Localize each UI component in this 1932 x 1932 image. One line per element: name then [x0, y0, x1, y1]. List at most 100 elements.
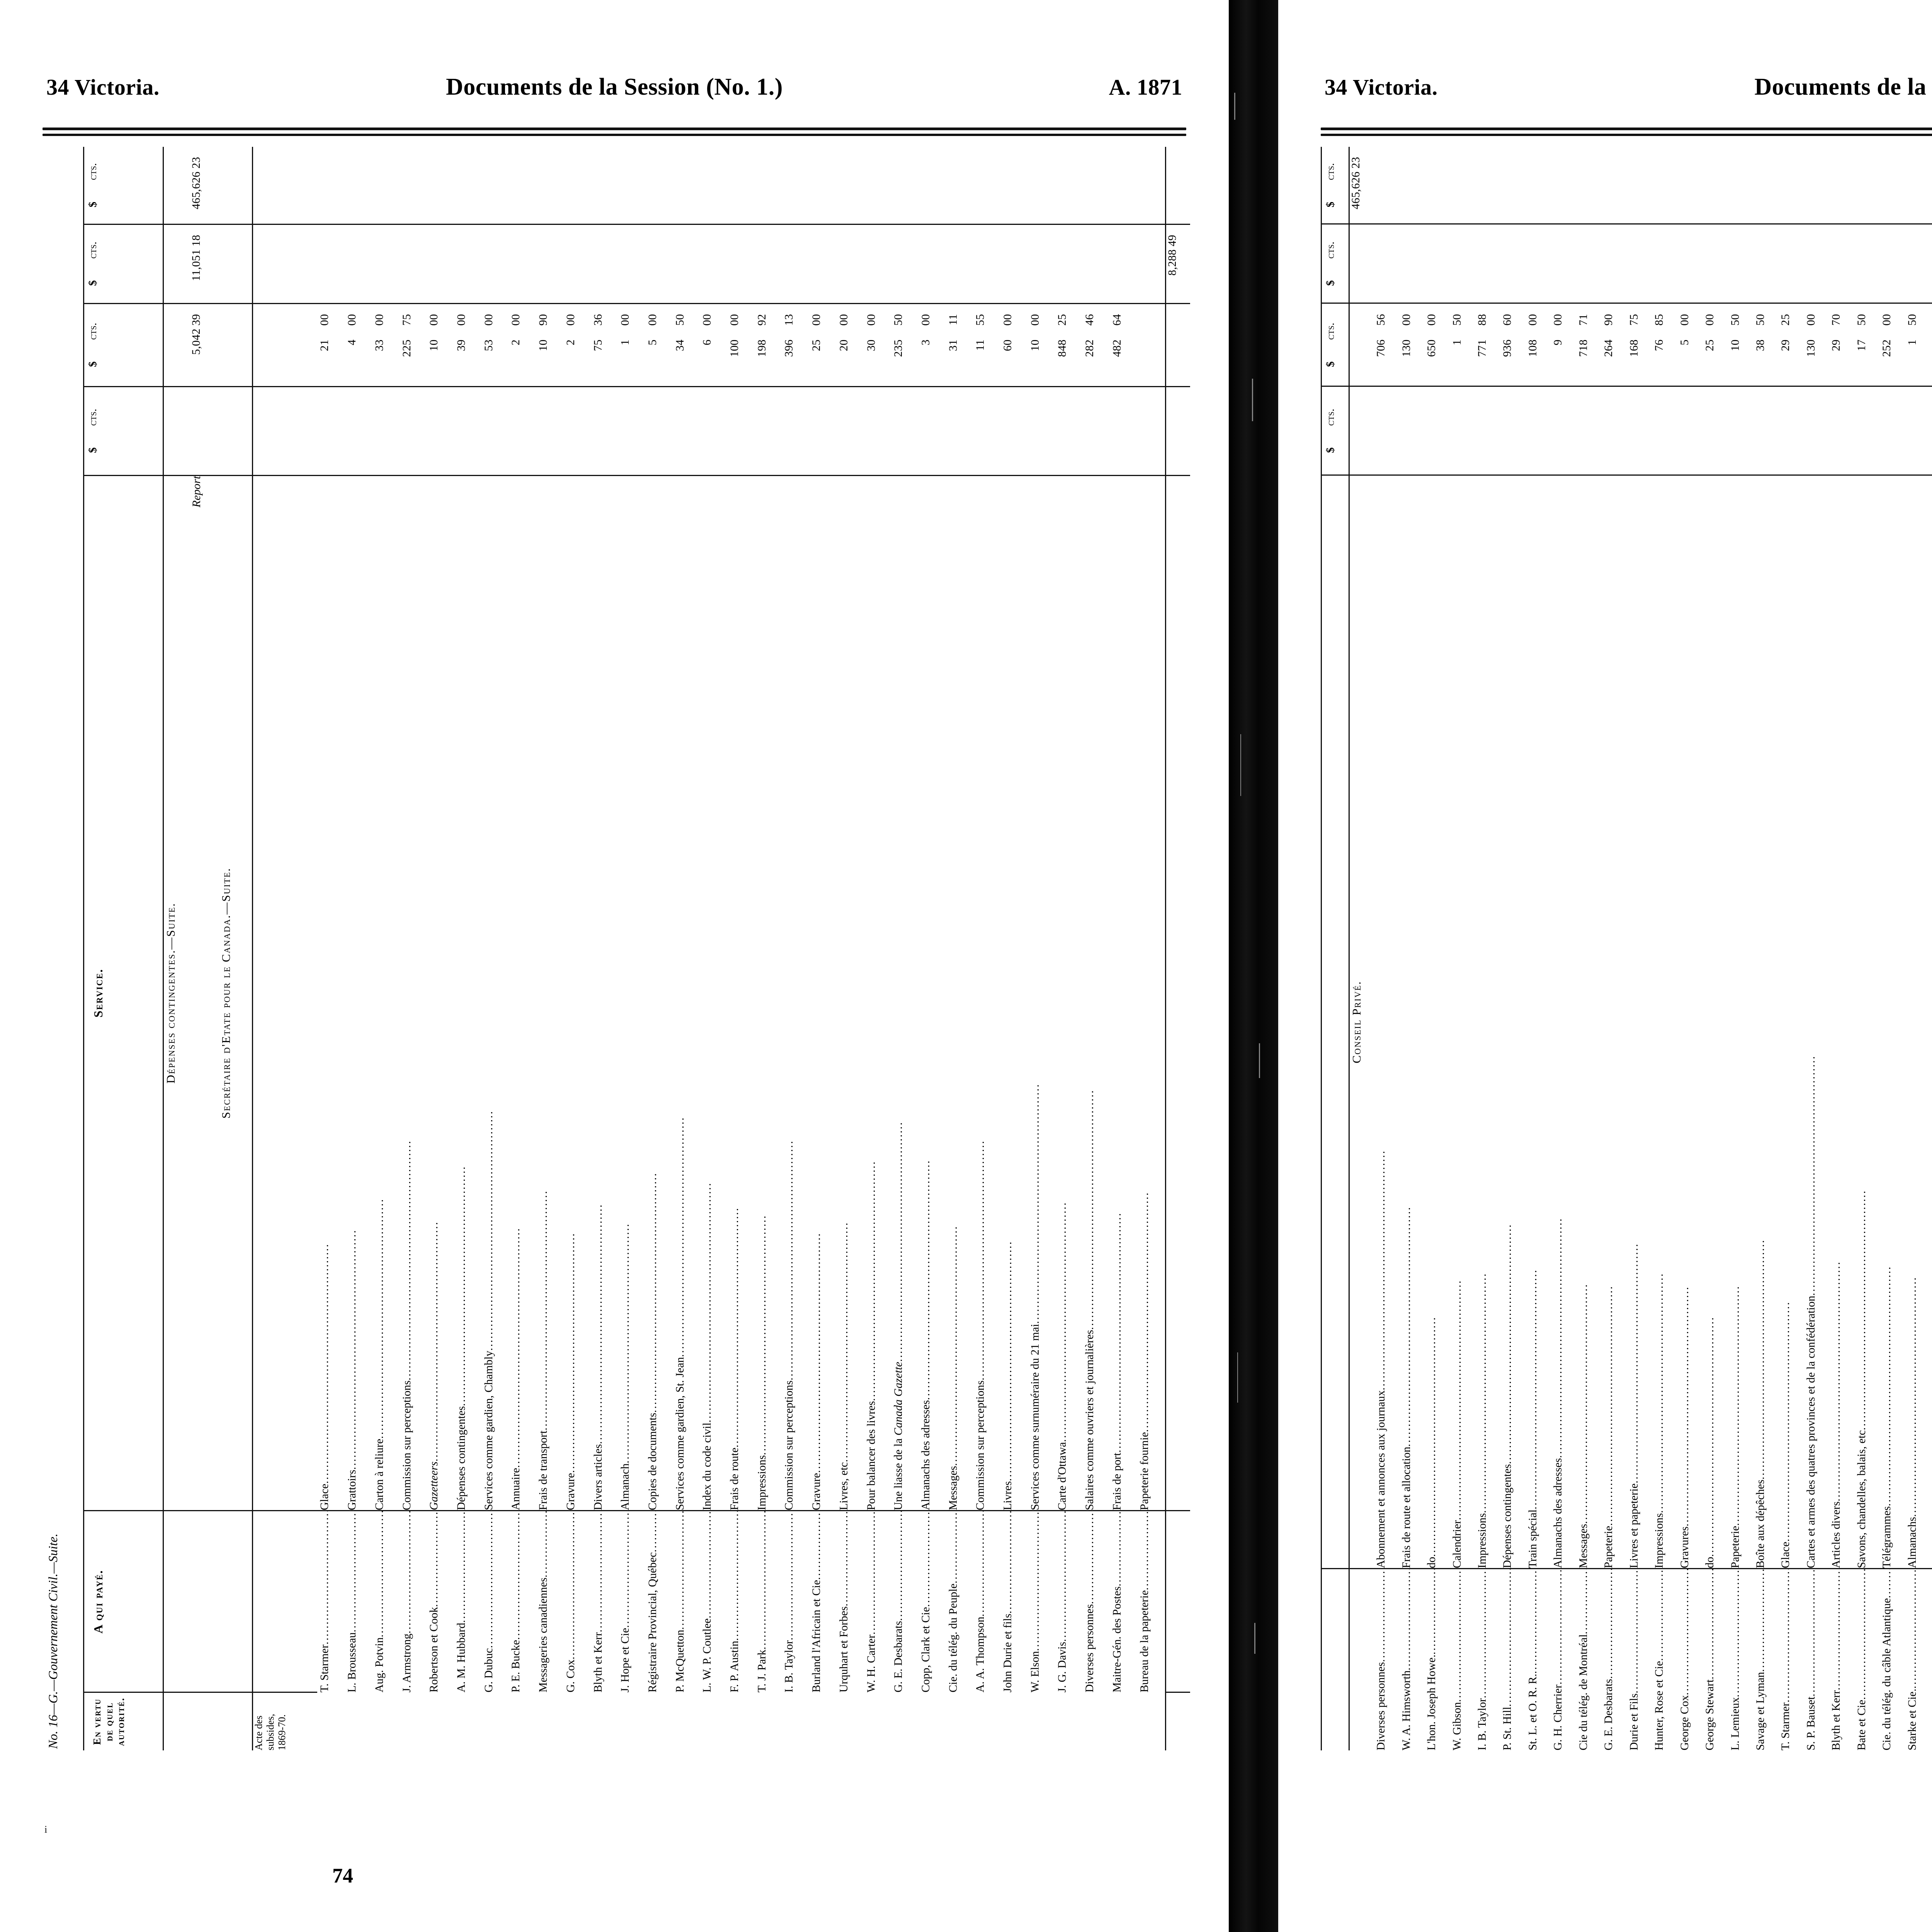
cell-amount-empty: 000 — [864, 224, 891, 304]
cell-amount-empty: 000 — [509, 224, 536, 304]
cell-authority — [1110, 1692, 1137, 1750]
cell-service: Glace...................................… — [1778, 475, 1804, 1569]
cell-payee: Diverses personnes......................… — [1375, 1569, 1388, 1750]
header-rule-left — [43, 128, 1186, 138]
cell-authority — [372, 1692, 400, 1750]
cell-payee: T. Starmer..............................… — [1779, 1569, 1792, 1750]
cell-service: Paravant................................… — [1930, 475, 1932, 1569]
cell-amount-empty: 000 — [1829, 147, 1854, 224]
cell-amount: 25 00 — [809, 303, 837, 387]
cell-amount-empty: 000 — [918, 224, 946, 304]
cell-amount: 264 90 — [1601, 303, 1627, 386]
cell-amount-empty: 000 — [782, 147, 810, 224]
cell-payee: Hunter, Rose et Cie.....................… — [1653, 1569, 1666, 1750]
cell-payee: Durie et Fils...........................… — [1628, 1569, 1640, 1750]
cell-payee: I. B. Taylor............................… — [783, 1511, 796, 1692]
cell-amount-empty: 000 — [1879, 147, 1905, 224]
report-row: Report 5,042 39 11,051 18 465,626 23 — [190, 147, 214, 1750]
cell-service: Services comme gardien, St. Jean........… — [672, 475, 700, 1511]
cell-amount-empty: 000 — [918, 147, 946, 224]
cell-amount: 10 90 — [536, 303, 563, 387]
cell-amount-empty: 000 — [1109, 147, 1137, 224]
cell-service: Articles divers.........................… — [1829, 475, 1854, 1569]
cell-service: Salaires comme ouvriers et journalières.… — [1082, 475, 1110, 1511]
table-row: A. A. Thompson..........................… — [973, 147, 1001, 1750]
cell-amount-empty: 000 — [1576, 386, 1602, 475]
cell-payee: Diverses personnes......................… — [1083, 1511, 1096, 1692]
cell-service: Impressions.............................… — [1652, 475, 1677, 1569]
cell-authority — [673, 1692, 700, 1750]
running-head-regnal-year-2: 34 Victoria. — [1325, 75, 1438, 100]
cell-amount-empty: 000 — [317, 147, 345, 224]
table-row: L'hon. Joseph Howe......................… — [1424, 147, 1450, 1750]
cell-service: Copies de documents.....................… — [645, 475, 673, 1511]
table-row: A. M. Hubbard...........................… — [454, 147, 481, 1750]
cell-service: Impressions.............................… — [1475, 475, 1500, 1569]
table-row: Diverses personnes......................… — [1374, 147, 1399, 1750]
cell-service: Almanachs...............................… — [1905, 475, 1930, 1569]
cell-service: Services comme gardien, Chambly.........… — [481, 475, 509, 1511]
cell-amount-empty: 000 — [536, 386, 563, 476]
cell-amount-empty: 000 — [454, 147, 481, 224]
cell-amount: 130 00 — [1399, 303, 1425, 386]
cell-authority — [973, 1692, 1000, 1750]
cell-payee: L'hon. Joseph Howe......................… — [1425, 1569, 1438, 1750]
col-head-money-4-right: $ cts. — [1321, 386, 1349, 475]
cell-amount-empty: 000 — [973, 224, 1001, 304]
cell-amount-empty: 000 — [1424, 224, 1450, 303]
cell-amount: 39 00 — [454, 303, 481, 387]
cell-amount-empty: 000 — [1728, 386, 1753, 475]
cell-amount-empty: 000 — [754, 147, 782, 224]
cell-amount-empty: 000 — [1137, 386, 1166, 476]
cell-amount: 31 11 — [946, 303, 973, 387]
cell-amount-empty: 000 — [672, 224, 700, 304]
running-head-left: 34 Victoria. Documents de la Session (No… — [0, 73, 1229, 101]
cell-amount-empty: 000 — [1905, 224, 1930, 303]
cell-service: Almanachs des adresses..................… — [1551, 475, 1576, 1569]
cell-amount: 252 00 — [1879, 303, 1905, 386]
cell-payee: W. Elson................................… — [1029, 1511, 1041, 1692]
running-head-right: 34 Victoria. Documents de la Session (No… — [1278, 73, 1932, 101]
cell-amount-empty: 000 — [1000, 224, 1028, 304]
cell-service: Messages................................… — [1576, 475, 1602, 1569]
cell-amount-empty: 000 — [1702, 386, 1728, 475]
cell-amount-empty: 000 — [1930, 386, 1932, 475]
table-row: P. St. Hill.............................… — [1500, 147, 1526, 1750]
ledger-body-left: T. Starmer..............................… — [317, 147, 1166, 1750]
cell-authority — [782, 1692, 809, 1750]
cell-amount-empty: 000 — [1082, 224, 1110, 304]
cell-amount-empty: 000 — [1601, 386, 1627, 475]
cell-service: Gravures................................… — [1677, 475, 1703, 1569]
cell-amount-empty: 000 — [973, 147, 1001, 224]
cell-service: Une liasse de la Canada Gazette.........… — [891, 475, 918, 1511]
cell-amount-empty: 000 — [1475, 224, 1500, 303]
cell-service: Télégrammes.............................… — [1879, 475, 1905, 1569]
cell-authority — [1137, 1692, 1166, 1750]
cell-amount-empty: 000 — [427, 224, 454, 304]
table-row: S. P. Bauset............................… — [1803, 147, 1829, 1750]
cell-amount-empty: 000 — [1652, 147, 1677, 224]
cell-payee: Savage et Lyman.........................… — [1754, 1569, 1767, 1750]
sheet-title: No. 16—G.—Gouvernement Civil.—Suite. — [46, 1533, 60, 1749]
cell-amount-empty: 000 — [1027, 386, 1055, 476]
cell-service: Dépenses contingentes...................… — [454, 475, 481, 1511]
table-row: P. E. Bucke.............................… — [509, 147, 536, 1750]
cell-payee: L. Brousseau............................… — [346, 1511, 359, 1692]
cell-service: Livres..................................… — [1000, 475, 1028, 1511]
cell-payee: P. St. Hill.............................… — [1501, 1569, 1514, 1750]
cell-amount: 1 50 — [1449, 303, 1475, 386]
cell-amount-empty: 000 — [372, 386, 400, 476]
table-row: G. H. Cherrier..........................… — [1551, 147, 1576, 1750]
cell-amount-empty: 000 — [864, 386, 891, 476]
table-row: Bate et Cie.............................… — [1854, 147, 1880, 1750]
section-title-conseil-prive: Conseil Privé. — [1349, 475, 1374, 1569]
ledger-body-right: Diverses personnes......................… — [1374, 147, 1932, 1750]
table-row: J. G. Davis.............................… — [1055, 147, 1083, 1750]
cell-amount-empty: 000 — [1551, 224, 1576, 303]
cell-amount-empty: 000 — [1778, 147, 1804, 224]
cell-amount-empty: 000 — [1449, 224, 1475, 303]
cell-service: Boîte aux dépêches......................… — [1753, 475, 1779, 1569]
cell-amount: 482 64 — [1109, 303, 1137, 387]
cell-amount-empty: 000 — [1082, 147, 1110, 224]
col-head-money-2: $ cts. — [83, 224, 163, 304]
